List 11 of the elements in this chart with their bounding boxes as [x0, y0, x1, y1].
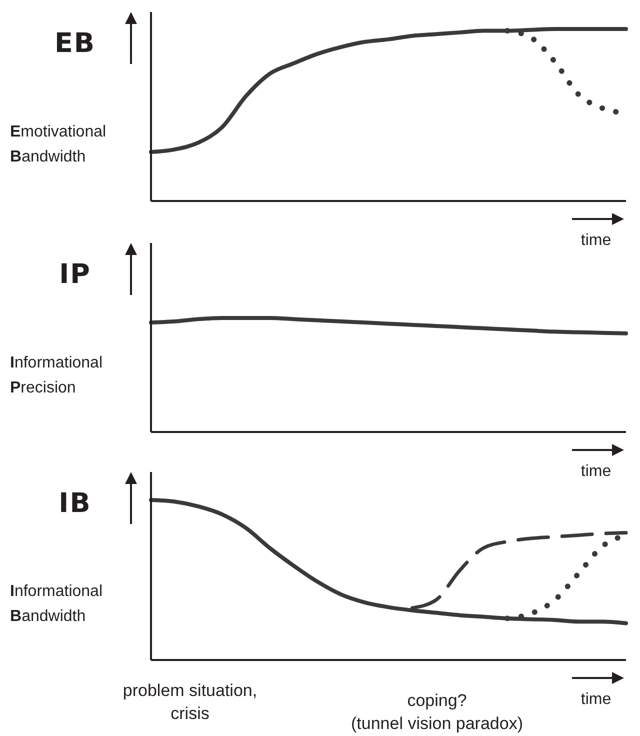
x-axis-title: time — [580, 691, 612, 708]
y-axis-title: Informational Precision — [10, 354, 102, 396]
chart-title: IP — [59, 259, 91, 290]
x-axis-title: time — [580, 463, 612, 480]
chart-title: EB — [54, 28, 96, 59]
chart-title: IB — [58, 488, 92, 519]
y-axis-title: Informational Bandwidth — [10, 583, 102, 625]
x-axis-title: time — [580, 232, 612, 249]
text: problem situation, crisis — [122, 681, 258, 723]
text: coping? (tunnel vision paradox) — [351, 691, 523, 733]
y-axis-title: Emotivational Bandwidth — [10, 124, 106, 166]
